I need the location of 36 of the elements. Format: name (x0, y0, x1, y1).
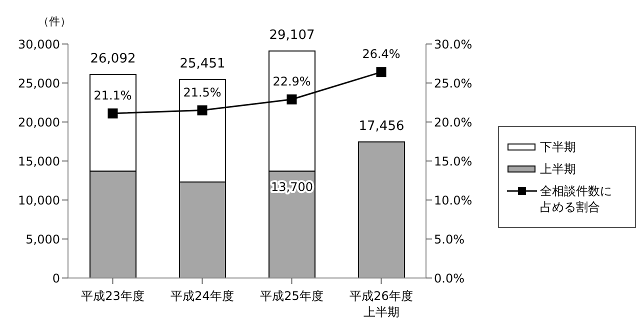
total-label: 17,456 (358, 118, 404, 134)
y2-tick-label: 10.0% (434, 193, 472, 208)
total-label: 29,107 (269, 28, 315, 43)
point (286, 94, 297, 104)
y2-tick-label: 0.0% (434, 271, 464, 286)
x-tick-label: 平成23年度 (81, 289, 144, 303)
point (197, 105, 208, 116)
y-tick-label: 30,000 (18, 37, 60, 52)
data-label: 22.9% (272, 74, 311, 88)
y-tick-label: 0 (52, 271, 60, 286)
y-axis-title: （件） (38, 14, 71, 29)
total-label: 25,451 (180, 56, 226, 72)
x-tick-label: 平成25年度 (260, 289, 324, 303)
data-label: 13,700 (271, 180, 313, 194)
total-label: 26,092 (90, 51, 136, 66)
y-tick-label: 20,000 (18, 115, 60, 130)
y2-tick-label: 30.0% (434, 37, 472, 52)
y-tick-label: 15,000 (18, 154, 60, 168)
legend-label: 全相談件数に占める割合 (540, 183, 613, 215)
data-label: 21.1% (94, 88, 132, 102)
x-tick-label: 平成26年度 上半期 (350, 289, 413, 319)
y2-tick-label: 25.0% (434, 76, 472, 90)
y-tick-label: 25,000 (18, 76, 60, 90)
bar (358, 141, 405, 278)
y2-tick-label: 20.0% (434, 115, 472, 130)
point (108, 108, 118, 118)
y2-tick-label: 15.0% (434, 154, 472, 168)
y-tick-label: 5,000 (26, 232, 60, 246)
legend-label: 上半期 (540, 161, 577, 177)
y-tick-label: 10,000 (18, 193, 60, 208)
x-tick-label: 平成24年度 (170, 289, 234, 303)
data-label: 21.5% (183, 85, 222, 100)
point (376, 67, 386, 78)
data-label: 26.4% (362, 47, 400, 62)
legend-label: 下半期 (540, 139, 577, 155)
y2-tick-label: 5.0% (434, 232, 464, 246)
